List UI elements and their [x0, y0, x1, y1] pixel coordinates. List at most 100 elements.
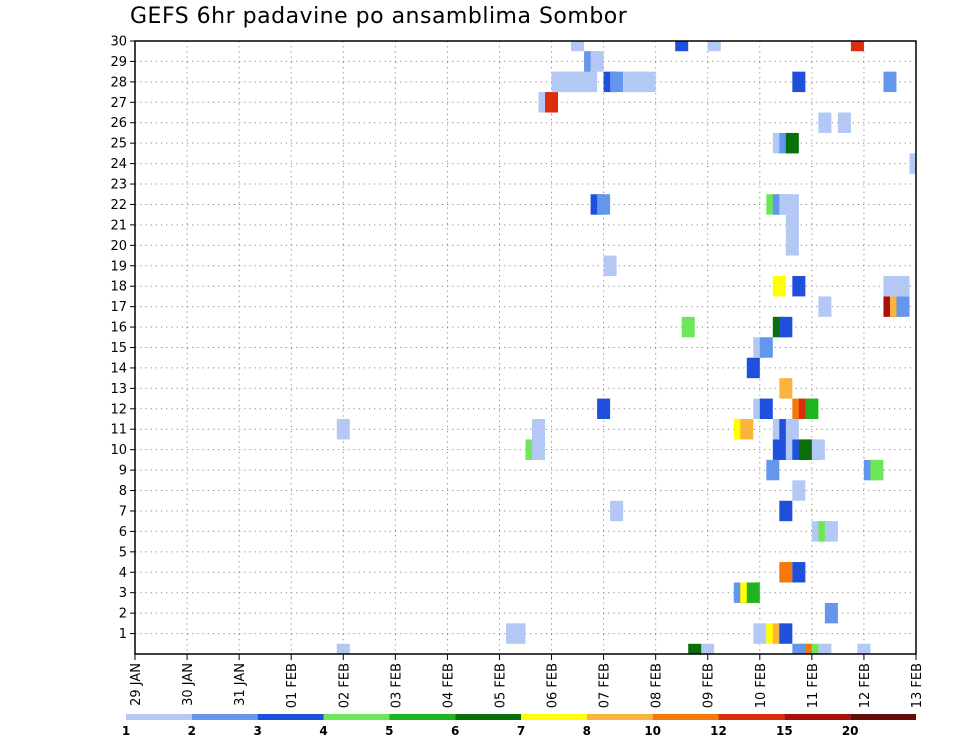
heatmap-cell	[883, 71, 897, 93]
heatmap-cell	[772, 275, 786, 297]
y-tick-label: 18	[110, 280, 127, 295]
y-tick-label: 3	[119, 586, 127, 601]
heatmap-cell	[675, 41, 689, 52]
y-tick-label: 24	[110, 157, 127, 172]
heatmap-cell	[779, 623, 793, 644]
heatmap-cell	[785, 419, 799, 440]
y-tick-label: 29	[110, 55, 127, 70]
colorbar-label: 7	[517, 724, 525, 738]
heatmap-cell	[610, 500, 624, 522]
colorbar-swatch	[191, 714, 258, 720]
heatmap-cell	[909, 153, 916, 174]
y-tick-label: 13	[110, 382, 127, 397]
heatmap-cell	[746, 357, 760, 379]
heatmap-cell	[766, 459, 780, 481]
heatmap-cell	[779, 500, 793, 522]
heatmap-cell	[336, 419, 350, 440]
x-tick-label: 30 JAN	[181, 663, 196, 706]
colorbar-swatch	[784, 714, 851, 720]
y-tick-label: 21	[110, 218, 127, 233]
heatmap-cell	[753, 623, 767, 644]
heatmap-cell	[532, 439, 546, 460]
heatmap-cell	[792, 562, 806, 583]
colorbar-label: 5	[385, 724, 393, 738]
colorbar-swatch	[850, 714, 916, 720]
heatmap-cell	[642, 71, 656, 93]
y-tick-label: 10	[110, 443, 127, 458]
colorbar-swatch	[323, 714, 390, 720]
heatmap-cell	[792, 275, 806, 297]
colorbar-swatch	[521, 714, 587, 720]
y-tick-label: 28	[110, 75, 127, 90]
x-tick-label: 06 FEB	[546, 663, 561, 708]
x-tick-label: 05 FEB	[493, 663, 508, 708]
heatmap-cell	[792, 480, 806, 501]
heatmap-cell	[792, 71, 806, 93]
colorbar-swatch	[718, 714, 785, 720]
heatmap-cell	[805, 643, 819, 654]
y-tick-label: 19	[110, 259, 127, 274]
colorbar-swatch	[455, 714, 521, 720]
x-tick-label: 13 FEB	[910, 663, 925, 708]
y-tick-label: 4	[119, 566, 127, 581]
heatmap-cell	[590, 51, 604, 72]
colorbar-swatch	[126, 714, 192, 720]
x-tick-label: 03 FEB	[389, 663, 404, 708]
colorbar-legend: 1 2 3 4 5 6 7 8 10 12 15 20	[122, 714, 916, 738]
x-tick-label: 02 FEB	[337, 663, 352, 708]
x-tick-label: 31 JAN	[233, 663, 248, 706]
heatmap-cell	[818, 296, 832, 317]
heatmap-cell	[896, 296, 910, 317]
y-tick-label: 2	[119, 607, 127, 622]
heatmap-cell	[610, 71, 624, 93]
heatmap-cell	[545, 92, 559, 113]
heatmap-cell	[603, 255, 617, 276]
colorbar-label: 15	[776, 724, 793, 738]
heatmap-cell	[681, 316, 695, 338]
y-axis: 1234567891011121314151617181920212223242…	[110, 35, 135, 642]
heatmap-cell	[837, 112, 851, 133]
heatmap-cell	[584, 71, 598, 93]
heatmap-cell	[857, 643, 871, 654]
colorbar-swatch	[257, 714, 324, 720]
x-tick-label: 01 FEB	[285, 663, 300, 708]
y-tick-label: 12	[110, 402, 127, 417]
colorbar-swatch	[586, 714, 653, 720]
y-tick-label: 17	[110, 300, 127, 315]
x-tick-label: 09 FEB	[702, 663, 717, 708]
heatmap-cell	[896, 275, 910, 297]
heatmap-cell	[597, 398, 611, 420]
heatmap-cell	[336, 643, 350, 654]
x-tick-label: 12 FEB	[858, 663, 873, 708]
y-tick-label: 22	[110, 198, 127, 213]
y-tick-label: 11	[110, 423, 127, 438]
heatmap-cell	[740, 419, 754, 440]
x-axis: 29 JAN 30 JAN 31 JAN 01 FEB 02 FEB 03 FEB 04 F…	[129, 654, 925, 708]
colorbar-swatch	[652, 714, 719, 720]
y-tick-label: 16	[110, 321, 127, 336]
x-tick-label: 04 FEB	[441, 663, 456, 708]
y-tick-label: 27	[110, 96, 127, 111]
heatmap-cell	[792, 643, 806, 654]
colorbar-label: 1	[122, 724, 130, 738]
colorbar-label: 12	[710, 724, 727, 738]
heatmap-cell	[597, 194, 611, 215]
colorbar-swatch	[389, 714, 456, 720]
heatmap-cell	[532, 419, 546, 440]
y-tick-label: 20	[110, 239, 127, 254]
heatmap-cell	[779, 562, 793, 583]
heatmap-cell	[824, 602, 838, 624]
heatmap-cell	[805, 398, 819, 420]
x-tick-label: 08 FEB	[650, 663, 665, 708]
colorbar-label: 10	[644, 724, 661, 738]
y-tick-label: 26	[110, 116, 127, 131]
y-tick-label: 5	[119, 545, 127, 560]
heatmap-cell	[571, 41, 585, 52]
heatmap-cell	[785, 214, 799, 236]
colorbar-label: 8	[583, 724, 591, 738]
y-tick-label: 30	[110, 35, 127, 50]
heatmap-cell	[779, 316, 793, 338]
heatmap-cell	[785, 132, 799, 154]
colorbar-label: 20	[842, 724, 859, 738]
